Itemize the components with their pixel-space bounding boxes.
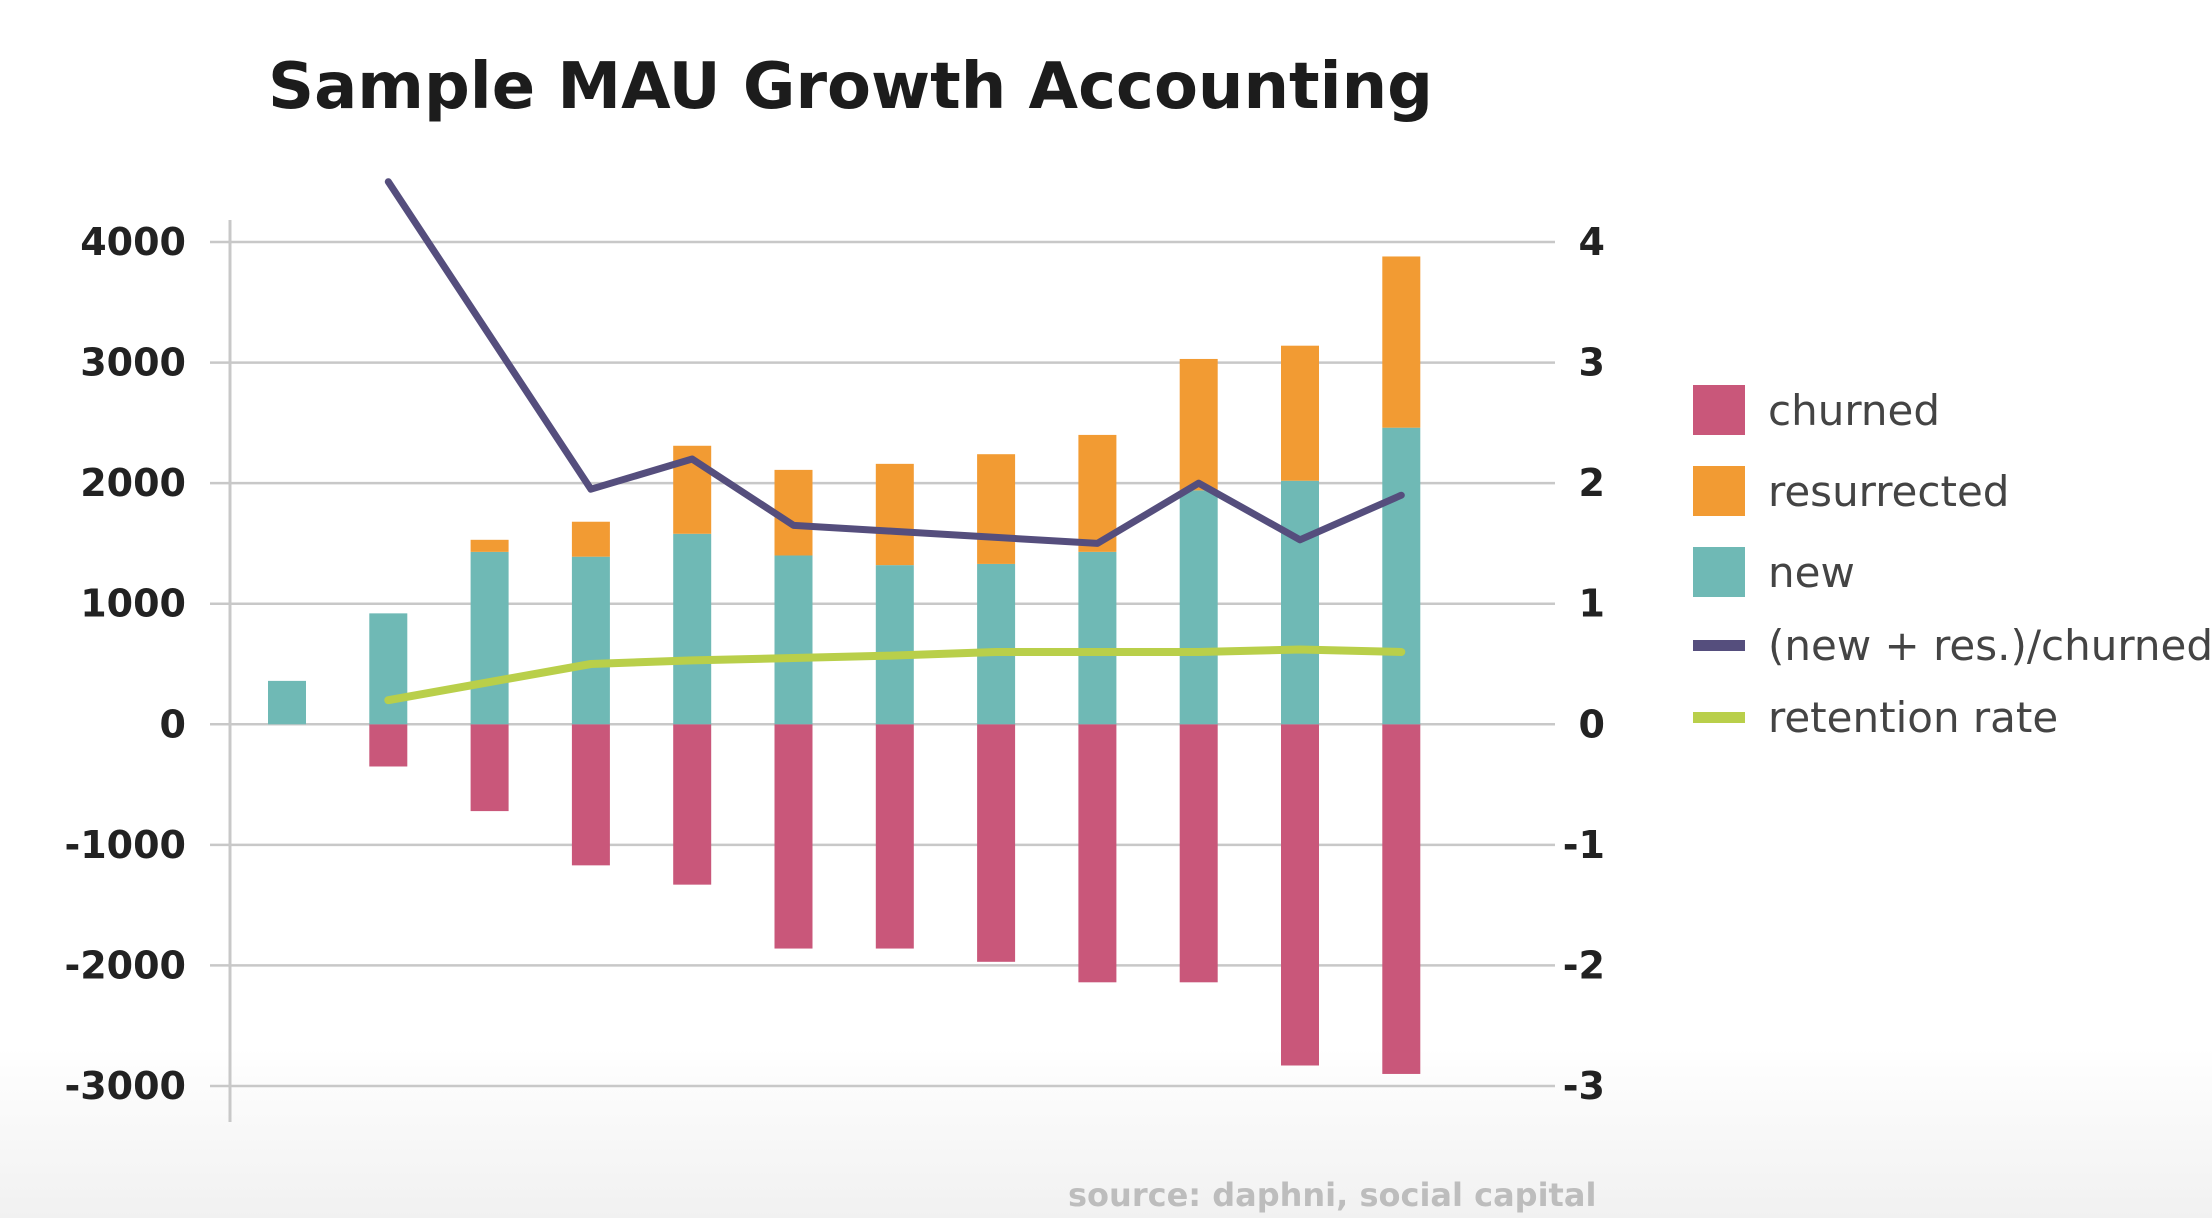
bar-churned [1281, 724, 1319, 1066]
lines [384, 178, 1406, 705]
bar-churned [369, 724, 408, 767]
bar-new [774, 555, 813, 725]
bar-churned [977, 724, 1016, 962]
left-y-axis: 4000 3000 2000 1000 0 -1000 -2000 -3000 [64, 220, 186, 1108]
bar-resurrected [1281, 345, 1319, 481]
left-tick-label: -2000 [64, 943, 186, 987]
bar-churned [774, 724, 813, 949]
bar-new [1281, 480, 1319, 725]
line-retention-rate [384, 645, 1406, 705]
bar-new [977, 563, 1016, 725]
bar-resurrected [977, 454, 1016, 564]
right-tick-label: -1 [1563, 823, 1605, 867]
chart-title: Sample MAU Growth Accounting [268, 50, 1433, 124]
legend-label: resurrected [1768, 467, 2009, 516]
legend-swatch [1693, 547, 1745, 597]
bar-churned [1078, 724, 1117, 983]
legend-label: churned [1768, 386, 1940, 435]
bar-resurrected [571, 521, 610, 557]
bar-new [470, 551, 509, 725]
bar-new [673, 533, 712, 725]
left-tick-label: 1000 [80, 582, 186, 626]
legend-swatch [1693, 385, 1745, 435]
left-tick-label: 4000 [80, 220, 186, 264]
bar-new [1382, 427, 1421, 725]
right-y-axis: 4 3 2 1 0 -1 -2 -3 [1563, 220, 1605, 1108]
bars [268, 256, 1421, 1074]
legend-label: retention rate [1768, 693, 2058, 742]
bar-new [571, 556, 610, 725]
left-tick-label: 0 [160, 702, 186, 746]
right-tick-label: 0 [1579, 702, 1605, 746]
right-tick-label: -2 [1563, 943, 1605, 987]
legend-swatch [1693, 712, 1745, 723]
legend-swatch [1693, 466, 1745, 516]
bar-resurrected [470, 539, 509, 552]
right-tick-label: 4 [1579, 220, 1605, 264]
line-new-res-over-churned [384, 178, 1405, 547]
bar-resurrected [774, 469, 813, 556]
bar-resurrected [875, 463, 914, 566]
left-tick-label: 3000 [80, 341, 186, 385]
bar-resurrected [1382, 256, 1421, 428]
bar-new [268, 680, 306, 725]
bar-new [369, 613, 408, 725]
bar-churned [875, 724, 914, 949]
left-tick-label: -1000 [64, 823, 186, 867]
bar-churned [1179, 724, 1218, 983]
bar-churned [470, 724, 509, 812]
legend: churned resurrected new (new + res.)/churne… [1693, 385, 2212, 742]
left-tick-label: 2000 [80, 461, 186, 505]
legend-label: new [1768, 548, 1855, 597]
left-tick-label: -3000 [64, 1064, 186, 1108]
bar-resurrected [1179, 358, 1218, 491]
legend-swatch [1693, 640, 1745, 651]
bar-new [1078, 551, 1117, 725]
right-tick-label: -3 [1563, 1064, 1605, 1108]
source-note: source: daphni, social capital [1068, 1176, 1596, 1214]
bar-new [875, 565, 914, 725]
right-tick-label: 1 [1579, 582, 1605, 626]
right-tick-label: 3 [1579, 341, 1605, 385]
bar-churned [673, 724, 712, 885]
right-tick-label: 2 [1579, 461, 1605, 505]
bar-new [1179, 490, 1218, 725]
bar-churned [1382, 724, 1421, 1074]
legend-label: (new + res.)/churned [1768, 621, 2212, 670]
bar-churned [571, 724, 610, 866]
